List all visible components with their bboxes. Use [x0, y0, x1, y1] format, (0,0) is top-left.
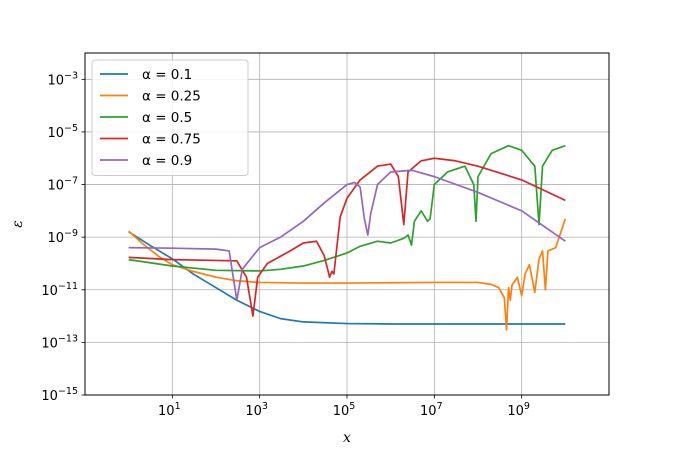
series-line-4: [128, 169, 566, 302]
tick-labels: 101 103 105 107 109 10−15 10−13 10−11 10−9 10−7 10…: [41, 70, 530, 419]
y-tick-label: 10−5: [47, 123, 78, 141]
legend-label: α = 0.25: [142, 89, 201, 105]
y-tick-label: 10−13: [41, 333, 78, 351]
series-line-3: [128, 157, 566, 317]
legend-label: α = 0.5: [142, 110, 192, 126]
y-tick-label: 10−9: [47, 228, 78, 246]
legend-box: [91, 59, 249, 176]
y-tick-label: 10−15: [41, 386, 78, 404]
x-tick-label: 109: [507, 401, 530, 419]
series-line-2: [128, 144, 566, 272]
legend-label: α = 0.9: [142, 153, 192, 169]
y-axis-label: ε: [10, 220, 26, 228]
x-tick-label: 101: [158, 401, 181, 419]
x-tick-label: 103: [245, 401, 268, 419]
legend-label: α = 0.1: [142, 67, 192, 83]
series-lines: [128, 144, 567, 331]
legend: α = 0.1 α = 0.25 α = 0.5 α = 0.75 α = 0.9: [91, 59, 249, 176]
series-line-0: [128, 231, 566, 325]
series-line-1: [128, 218, 567, 331]
x-tick-label: 107: [420, 401, 443, 419]
x-axis-label: x: [343, 430, 351, 446]
ticks: [81, 78, 523, 399]
y-tick-label: 10−3: [47, 70, 78, 88]
legend-label: α = 0.75: [142, 132, 201, 148]
x-tick-label: 105: [333, 401, 356, 419]
y-tick-label: 10−11: [41, 281, 78, 299]
y-tick-label: 10−7: [47, 176, 78, 194]
